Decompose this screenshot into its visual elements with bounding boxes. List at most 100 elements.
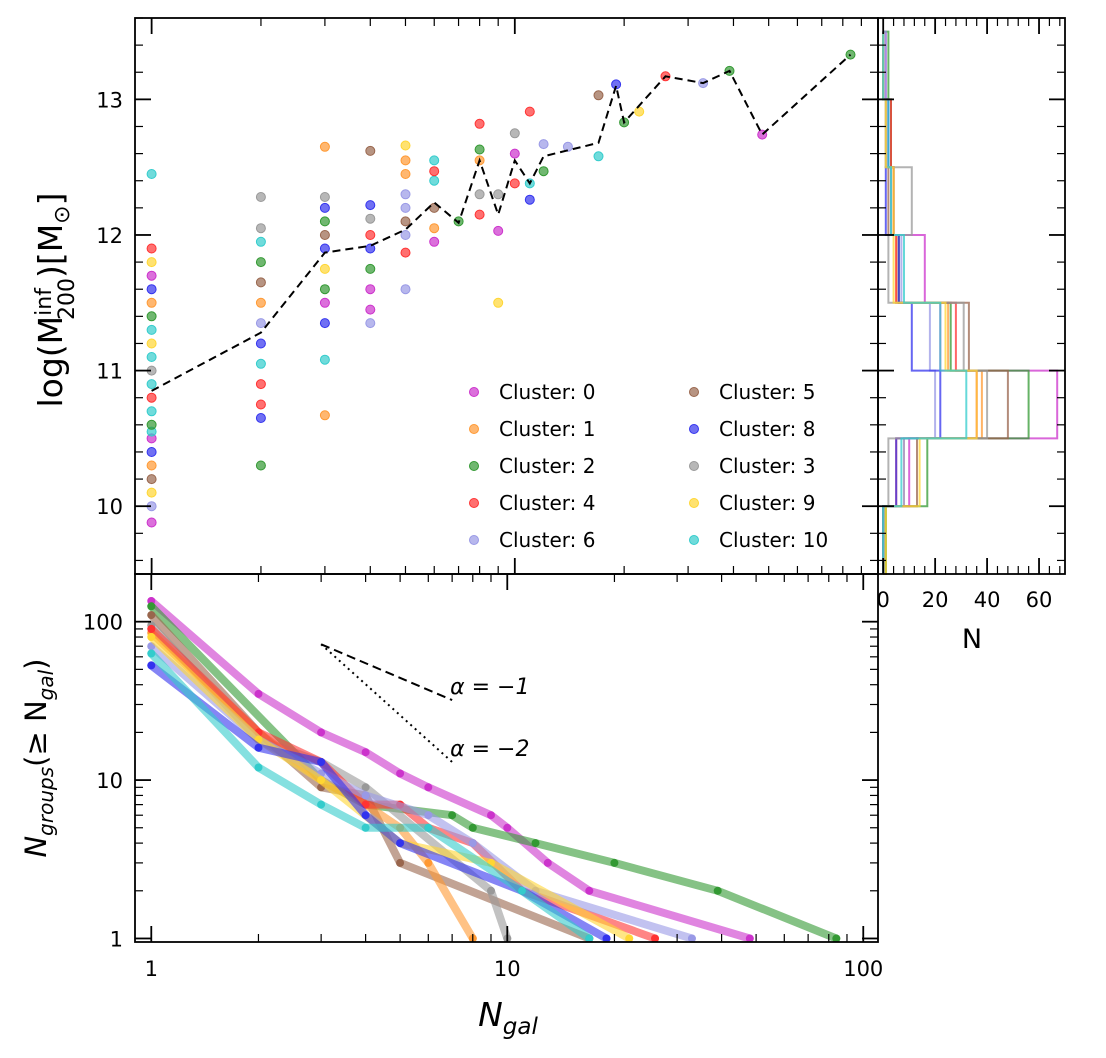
cumulative-point (396, 769, 405, 778)
legend-marker (469, 387, 479, 397)
scatter-point (429, 236, 440, 247)
y-tick-label: 100 (83, 611, 123, 635)
cumulative-point (317, 758, 326, 766)
cumulative-point (254, 689, 263, 698)
scatter-point (255, 223, 266, 234)
scatter-point (365, 304, 376, 315)
scatter-point (255, 277, 266, 288)
legend-marker (469, 461, 479, 471)
scatter-point (562, 141, 573, 152)
scatter-point (474, 144, 485, 155)
histogram-steps (882, 30, 1059, 575)
scatter-point (146, 257, 157, 268)
legend-marker (469, 424, 479, 434)
scatter-point (365, 145, 376, 156)
cumulative-point (424, 811, 433, 820)
scatter-point (524, 106, 535, 117)
scatter-point (400, 284, 411, 295)
scatter-point (146, 474, 157, 485)
cumulative-point (147, 624, 156, 633)
scatter-point (493, 189, 504, 200)
scatter-point (319, 297, 330, 308)
scatter-point (400, 216, 411, 227)
legend-label: Cluster: 5 (719, 380, 815, 404)
legend-marker (469, 535, 479, 545)
cumulative-point (147, 661, 156, 670)
scatter-point (429, 223, 440, 234)
scatter-point (593, 90, 604, 101)
y-tick-label: 10 (96, 769, 123, 793)
cumulative-point (361, 811, 370, 820)
legend-label: Cluster: 1 (499, 417, 595, 441)
scatter-point (319, 230, 330, 240)
scatter-point (429, 175, 440, 186)
x-tick-label: 100 (843, 957, 883, 981)
cumulative-point (468, 839, 477, 848)
cumulative-point (317, 728, 326, 737)
slope-line (320, 643, 453, 701)
cumulative-point (531, 839, 540, 848)
scatter-point (509, 178, 520, 189)
scatter-point (493, 297, 504, 308)
scatter-point (319, 354, 330, 365)
scatter-point (319, 192, 330, 202)
scatter-point (146, 419, 157, 430)
cumulative-point (147, 611, 156, 620)
scatter-point (146, 352, 157, 362)
histogram-step (882, 31, 978, 575)
cumulative-point (147, 602, 156, 611)
scatter-point (429, 155, 440, 166)
x-tick-label: 1 (145, 957, 158, 981)
scatter-point (400, 202, 411, 213)
scatter-point (493, 225, 504, 236)
scatter-point (365, 243, 376, 254)
scatter-point (400, 230, 411, 240)
scatter-point (146, 169, 157, 179)
scatter-point (146, 447, 157, 457)
scatter-point (400, 189, 411, 200)
scatter-point (146, 517, 157, 528)
scatter-point (365, 263, 376, 274)
scatter-ticks: 10 11 12 13 (96, 17, 878, 574)
cumulative-line (147, 624, 659, 943)
scatter-point (400, 169, 411, 179)
cumulative-point (713, 886, 722, 895)
legend-marker (469, 498, 479, 508)
scatter-point (400, 247, 411, 258)
cumulative-point (317, 800, 326, 809)
cumulative-point (396, 858, 405, 867)
cumulative-point (147, 649, 156, 658)
y-tick-label: 12 (96, 224, 123, 248)
x-tick-label: 60 (1026, 588, 1053, 612)
scatter-panel: Cluster: 0 Cluster: 1 Cluster: 2 Cluster: 4… (31, 17, 879, 575)
y-tick-label: 1 (110, 927, 123, 951)
cumulative-point (361, 791, 370, 800)
y-tick-label: 10 (96, 495, 123, 519)
scatter-point (146, 338, 157, 349)
scatter-point (429, 166, 440, 177)
cumulative-point (487, 811, 495, 820)
scatter-point (255, 460, 266, 471)
scatter-points (146, 49, 856, 528)
scatter-point (634, 106, 645, 117)
legend-marker (689, 498, 699, 508)
cumulative-point (687, 934, 696, 943)
cumulative-point (585, 886, 594, 895)
scatter-ylabel: log(Minf200)[M⊙] (31, 192, 80, 407)
scatter-point (319, 216, 330, 227)
cumulative-point (317, 776, 326, 785)
scatter-point (524, 194, 535, 205)
scatter-point (509, 128, 520, 139)
cumulative-lines (147, 597, 841, 943)
legend-marker (689, 461, 699, 471)
cumulative-point (424, 858, 433, 867)
histogram-xlabel: N (962, 624, 982, 655)
legend-marker (689, 424, 699, 434)
cumulative-point (503, 823, 512, 832)
x-tick-label: 10 (494, 957, 521, 981)
x-tick-label: 20 (922, 588, 949, 612)
median-line (151, 53, 852, 392)
scatter-point (400, 140, 411, 151)
cumulative-point (254, 743, 263, 752)
cumulative-point (651, 934, 659, 943)
